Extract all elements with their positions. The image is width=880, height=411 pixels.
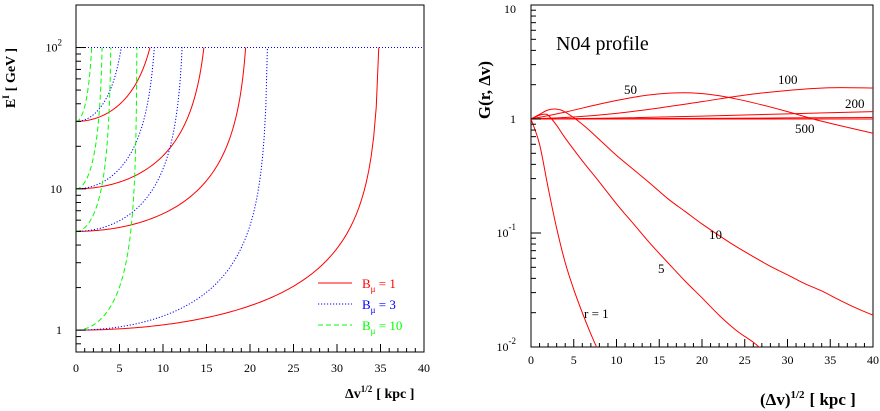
left-legend: Bμ = 1 Bμ = 3 Bμ = 10 [318,276,402,336]
left-y-axis-label: EI[ GeV ] [1,48,19,108]
left-series-line [76,47,205,190]
left-x-tick-label: 5 [117,361,123,375]
left-series-line [76,47,155,190]
left-chart: 0 5 10 15 20 25 30 35 40 1 10 102 Δv1/2[ kpc ] EI[… [1,4,430,402]
left-x-tick-label: 40 [418,361,430,375]
right-x-tick-label: 30 [782,353,794,367]
right-x-tick-label: 40 [867,353,879,367]
left-y-tick-label: 10 [50,182,62,196]
left-x-tick-label: 25 [288,361,300,375]
right-series-line [531,113,760,347]
right-y-tick-label: 1 [510,112,516,126]
left-x-tick-label: 10 [157,361,169,375]
right-y-tick-label: 10-2 [497,336,517,354]
right-x-tick-label: 15 [653,353,665,367]
right-curve-label: 5 [658,261,665,276]
left-x-axis-label-sup: 1/2 [361,384,373,394]
legend-label: Bμ = 10 [362,318,402,336]
left-series-line [76,47,268,331]
right-chart: 0 5 10 15 20 25 30 35 40 10-2 10-1 1 10 N04 profile… [475,2,879,409]
left-x-tick-label: 15 [201,361,213,375]
right-x-tick-label: 35 [824,353,836,367]
right-plot-frame [530,4,874,348]
left-series-line [76,47,122,122]
right-x-ticks: 0 5 10 15 20 25 30 35 40 [528,339,879,367]
left-series-line [76,47,103,190]
left-series-line [75,47,183,232]
right-y-tick-label: 10 [504,2,516,16]
left-x-axis-label: Δv1/2[ kpc ] [345,384,414,402]
right-x-tick-label: 5 [571,353,577,367]
right-curve-label: r = 1 [584,306,609,321]
right-series-line [531,87,873,120]
right-series-line [531,108,873,316]
right-curve-label: 10 [709,227,722,242]
left-series-line [76,47,138,331]
right-x-tick-label: 25 [739,353,751,367]
legend-label: Bμ = 1 [362,276,396,294]
right-x-tick-label: 20 [696,353,708,367]
left-series-line [76,47,151,122]
right-series-line [531,118,598,347]
left-y-axis-label-sup: I [1,95,11,99]
right-x-axis-label: (Δv)1/2[ kpc ] [760,389,856,409]
left-series-line [75,47,247,232]
left-x-tick-label: 30 [331,361,343,375]
right-y-tick-label: 10-1 [497,222,517,240]
left-series-line [75,47,112,232]
left-y-tick-label: 102 [46,38,63,55]
left-x-tick-label: 0 [73,361,79,375]
right-curve-label: 500 [795,121,815,136]
left-x-ticks: 0 5 10 15 20 25 30 35 40 [73,344,430,375]
right-series-group [531,87,873,347]
right-y-ticks: 10-2 10-1 1 10 [497,2,541,354]
left-y-ticks: 1 10 102 [46,4,86,353]
right-chart-title: N04 profile [556,33,649,55]
right-x-tick-label: 0 [528,353,534,367]
right-x-tick-label: 10 [611,353,623,367]
left-x-tick-label: 35 [375,361,387,375]
right-y-axis-label: G(r, Δv) [475,61,494,119]
right-curve-label: 200 [845,96,865,111]
right-curve-label: 50 [624,82,637,97]
left-series-line [76,47,380,331]
left-series-line [76,47,93,122]
right-x-axis-label-sup: 1/2 [790,389,805,401]
left-y-tick-label: 1 [56,323,62,337]
left-series-group [75,47,380,331]
legend-label: Bμ = 3 [362,297,396,315]
right-curve-label: 100 [778,72,798,87]
left-x-tick-label: 20 [244,361,256,375]
